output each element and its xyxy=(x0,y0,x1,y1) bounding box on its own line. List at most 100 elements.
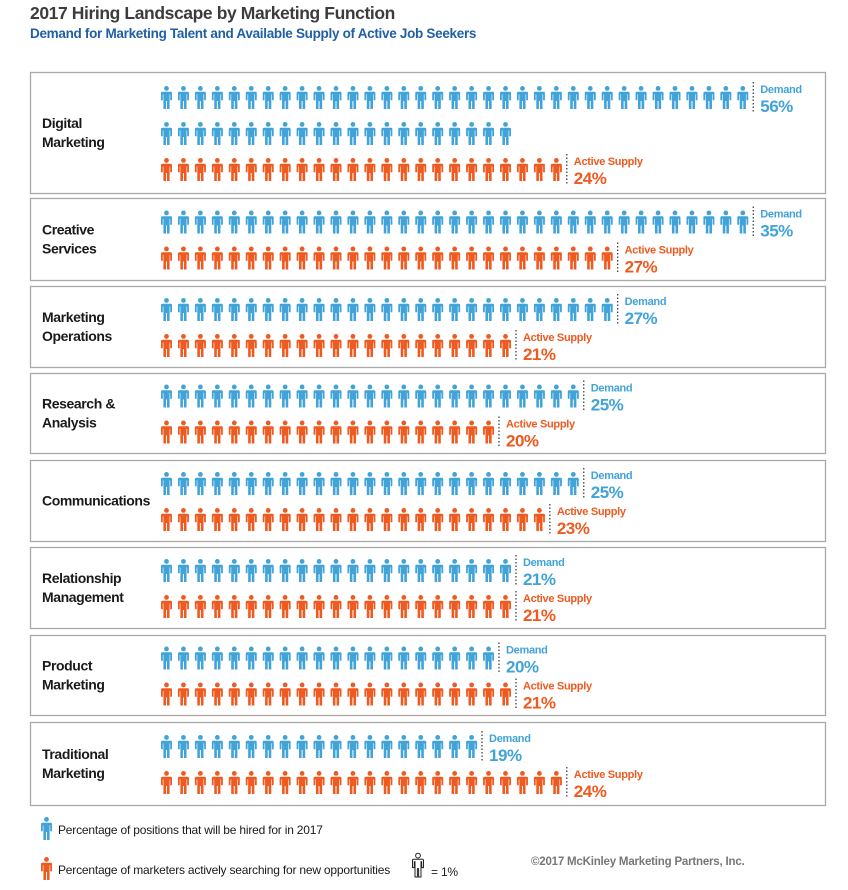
demand-person-icon xyxy=(533,298,545,321)
supply-person-icon xyxy=(483,420,495,444)
demand-person-icon xyxy=(432,472,444,495)
supply-person-icon xyxy=(313,420,325,444)
supply-person-icon xyxy=(228,682,240,706)
demand-person-icon xyxy=(161,472,172,495)
demand-person-icon xyxy=(296,86,308,109)
supply-person-icon xyxy=(211,334,223,357)
demand-person-icon xyxy=(381,384,393,408)
supply-person-icon xyxy=(500,595,511,618)
supply-person-icon xyxy=(415,682,427,706)
supply-person-icon xyxy=(466,334,478,357)
supply-person-icon xyxy=(245,420,257,444)
demand-person-icon xyxy=(584,298,596,321)
supply-person-icon xyxy=(228,158,240,181)
demand-person-icon xyxy=(279,86,291,109)
demand-person-icon xyxy=(449,646,461,670)
supply-person-icon xyxy=(483,246,495,270)
demand-person-icon xyxy=(669,86,681,109)
demand-person-icon xyxy=(262,298,274,321)
supply-person-icon xyxy=(516,158,528,181)
demand-person-icon xyxy=(381,646,393,670)
supply-person-icon xyxy=(347,508,359,531)
demand-person-icon xyxy=(161,298,172,321)
demand-person-icon xyxy=(449,559,461,582)
supply-person-icon xyxy=(364,158,376,181)
demand-person-icon xyxy=(398,210,410,234)
demand-person-icon xyxy=(211,646,223,670)
demand-person-icon xyxy=(398,86,410,109)
supply-person-icon xyxy=(381,420,393,444)
supply-person-icon xyxy=(381,595,393,618)
demand-person-icon xyxy=(415,384,427,408)
demand-person-icon xyxy=(279,210,291,234)
supply-person-icon xyxy=(245,508,257,531)
data-label: 21% xyxy=(523,345,556,364)
demand-person-icon xyxy=(161,86,172,109)
supply-person-icon xyxy=(415,158,427,181)
demand-person-icon xyxy=(500,472,511,495)
demand-person-icon xyxy=(194,298,206,321)
supply-person-icon xyxy=(449,508,461,531)
demand-person-icon xyxy=(296,646,308,670)
series-name-label: Active Supply xyxy=(625,245,695,257)
supply-person-icon xyxy=(449,334,461,357)
category-box xyxy=(29,71,827,195)
demand-person-icon xyxy=(398,646,410,670)
supply-person-icon xyxy=(567,246,579,270)
supply-person-icon xyxy=(177,595,189,618)
demand-person-icon xyxy=(330,122,342,145)
demand-person-icon xyxy=(720,86,732,109)
demand-person-icon xyxy=(330,210,342,234)
category-label: Product Marketing xyxy=(42,658,105,693)
supply-person-icon xyxy=(161,246,172,270)
demand-person-icon xyxy=(228,210,240,234)
demand-person-icon xyxy=(161,559,172,582)
demand-person-icon xyxy=(364,384,376,408)
demand-person-icon xyxy=(245,86,257,109)
supply-person-icon xyxy=(466,246,478,270)
supply-person-icon xyxy=(466,682,478,706)
category-box xyxy=(29,285,827,369)
supply-person-icon xyxy=(347,158,359,181)
demand-person-icon xyxy=(194,210,206,234)
demand-person-icon xyxy=(347,384,359,408)
supply-person-icon xyxy=(313,246,325,270)
supply-person-icon xyxy=(466,420,478,444)
demand-person-icon xyxy=(567,86,579,109)
demand-person-icon xyxy=(245,384,257,408)
demand-person-icon xyxy=(466,735,478,758)
demand-person-icon xyxy=(635,210,647,234)
supply-person-icon xyxy=(296,334,308,357)
supply-person-icon xyxy=(262,158,274,181)
series-name-label: Active Supply xyxy=(574,769,644,781)
demand-person-icon xyxy=(516,384,528,408)
supply-person-icon xyxy=(161,158,172,181)
demand-person-icon xyxy=(533,472,545,495)
data-label: 24% xyxy=(574,169,607,188)
supply-person-icon xyxy=(161,420,172,444)
data-label: 20% xyxy=(506,658,539,677)
supply-person-icon xyxy=(550,246,562,270)
supply-person-icon xyxy=(177,420,189,444)
demand-person-icon xyxy=(313,122,325,145)
series-name-label: Demand xyxy=(760,209,802,221)
supply-person-icon xyxy=(381,334,393,357)
copyright-notice: ©2017 McKinley Marketing Partners, Inc. xyxy=(531,856,745,868)
series-name-label: Demand xyxy=(760,84,802,96)
demand-person-icon xyxy=(652,86,664,109)
supply-person-icon xyxy=(330,595,342,618)
supply-person-icon xyxy=(245,158,257,181)
demand-person-icon xyxy=(364,210,376,234)
demand-person-icon xyxy=(177,86,189,109)
supply-person-icon xyxy=(415,508,427,531)
supply-person-icon xyxy=(500,771,511,794)
supply-person-icon xyxy=(364,420,376,444)
supply-person-icon xyxy=(364,508,376,531)
supply-person-icon xyxy=(381,246,393,270)
data-label: 25% xyxy=(591,396,624,415)
supply-person-icon xyxy=(398,246,410,270)
supply-person-icon xyxy=(228,595,240,618)
demand-person-icon xyxy=(466,210,478,234)
